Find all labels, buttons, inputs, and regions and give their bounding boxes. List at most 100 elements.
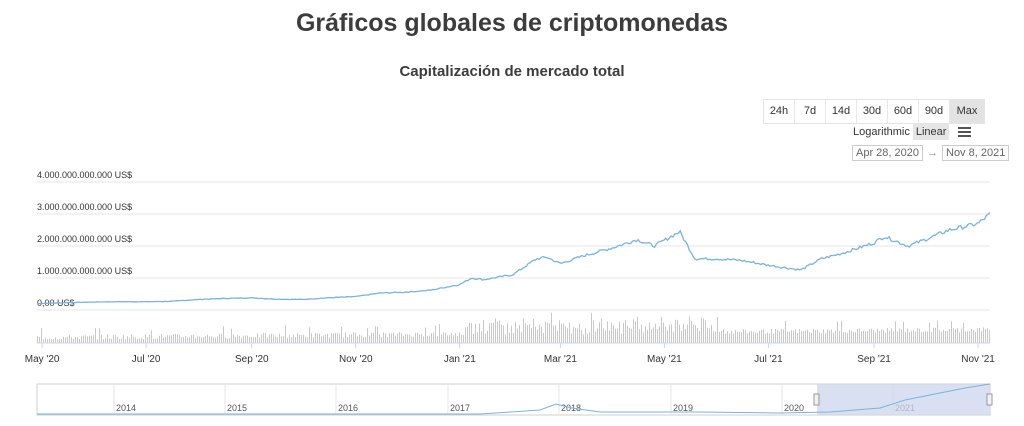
volume-bar	[985, 328, 986, 343]
volume-bar	[299, 334, 300, 343]
range-button-14d[interactable]: 14d	[826, 100, 857, 123]
volume-bar	[385, 333, 386, 343]
volume-bar	[473, 333, 474, 343]
volume-bar	[903, 321, 904, 343]
volume-bar	[859, 328, 860, 343]
volume-bar	[243, 335, 244, 343]
volume-bar	[283, 336, 284, 343]
volume-bar	[755, 332, 756, 343]
volume-bar	[801, 330, 802, 343]
volume-bar	[315, 333, 316, 343]
volume-bar	[723, 329, 724, 343]
navigator-handle-left[interactable]	[813, 393, 820, 406]
volume-bar	[461, 334, 462, 343]
y-tick-label: 4.000.000.000.000 US$	[37, 170, 132, 180]
volume-bar	[501, 324, 502, 343]
volume-bar	[253, 337, 254, 343]
series-line	[36, 211, 991, 305]
volume-bar	[563, 323, 564, 343]
volume-bar	[643, 332, 644, 343]
volume-bar	[689, 316, 690, 343]
volume-bar	[111, 338, 112, 343]
volume-bar	[457, 335, 458, 343]
range-button-90d[interactable]: 90d	[919, 100, 950, 123]
volume-bar	[281, 336, 282, 343]
range-button-30d[interactable]: 30d	[857, 100, 888, 123]
volume-bar	[739, 332, 740, 343]
volume-bar	[95, 327, 96, 343]
volume-bar	[99, 328, 100, 343]
volume-bar	[565, 326, 566, 343]
volume-bar	[403, 335, 404, 343]
volume-bar	[649, 322, 650, 343]
volume-bar	[153, 338, 154, 343]
volume-bar	[309, 327, 310, 343]
volume-bar	[51, 339, 52, 343]
range-button-60d[interactable]: 60d	[888, 100, 919, 123]
volume-bar	[667, 330, 668, 343]
volume-bar	[817, 329, 818, 343]
volume-bar	[715, 331, 716, 343]
volume-bar	[149, 334, 150, 343]
volume-bar	[627, 325, 628, 343]
range-button-max[interactable]: Max	[950, 100, 984, 123]
volume-bar	[39, 337, 40, 343]
volume-bar	[197, 336, 198, 343]
volume-bar	[397, 333, 398, 343]
volume-bar	[357, 336, 358, 343]
volume-bar	[293, 334, 294, 343]
volume-bar	[407, 334, 408, 343]
volume-bar	[345, 332, 346, 343]
volume-bar	[167, 335, 168, 343]
volume-bar	[641, 324, 642, 343]
volume-bar	[439, 324, 440, 343]
volume-bar	[491, 322, 492, 343]
volume-bar	[747, 333, 748, 343]
volume-bar	[963, 322, 964, 343]
scale-selector: Logarithmic Linear	[850, 124, 972, 140]
volume-bar	[225, 337, 226, 343]
volume-bar	[339, 333, 340, 343]
volume-bar	[433, 332, 434, 343]
volume-bar	[671, 324, 672, 343]
volume-bar	[169, 335, 170, 343]
volume-bar	[141, 337, 142, 343]
volume-bar	[869, 329, 870, 343]
navigator[interactable]: 20142015201620172018201920202021	[36, 383, 993, 416]
volume-bar	[271, 333, 272, 343]
volume-bar	[721, 330, 722, 343]
volume-bar	[87, 336, 88, 343]
volume-bar	[623, 322, 624, 343]
volume-bar	[481, 331, 482, 343]
range-button-24h[interactable]: 24h	[764, 100, 795, 123]
date-from-input[interactable]: Apr 28, 2020	[852, 145, 923, 161]
scale-button-logarithmic[interactable]: Logarithmic	[853, 126, 910, 138]
volume-bar	[633, 319, 634, 343]
volume-bar	[887, 327, 888, 343]
volume-bar	[735, 329, 736, 343]
volume-bar	[413, 336, 414, 343]
volume-bar	[889, 330, 890, 343]
volume-bar	[615, 328, 616, 343]
volume-bar	[697, 328, 698, 343]
volume-bar	[733, 333, 734, 343]
volume-bar	[329, 337, 330, 343]
date-to-input[interactable]: Nov 8, 2021	[942, 145, 1010, 161]
x-tick-label: Jan '21	[444, 354, 476, 365]
volume-bar	[67, 336, 68, 343]
volume-bar	[143, 339, 144, 343]
volume-bar	[239, 335, 240, 343]
navigator-handle-right[interactable]	[986, 393, 993, 406]
volume-bar	[533, 319, 534, 343]
volume-bar	[699, 330, 700, 343]
range-button-7d[interactable]: 7d	[795, 100, 826, 123]
volume-bar	[101, 334, 102, 343]
volume-bar	[363, 337, 364, 343]
volume-bar	[233, 334, 234, 343]
volume-bar	[865, 331, 866, 343]
volume-bar	[819, 332, 820, 343]
volume-bar	[43, 339, 44, 343]
hamburger-menu-icon[interactable]	[958, 127, 972, 137]
scale-button-linear[interactable]: Linear	[912, 124, 950, 140]
volume-bar	[203, 337, 204, 343]
